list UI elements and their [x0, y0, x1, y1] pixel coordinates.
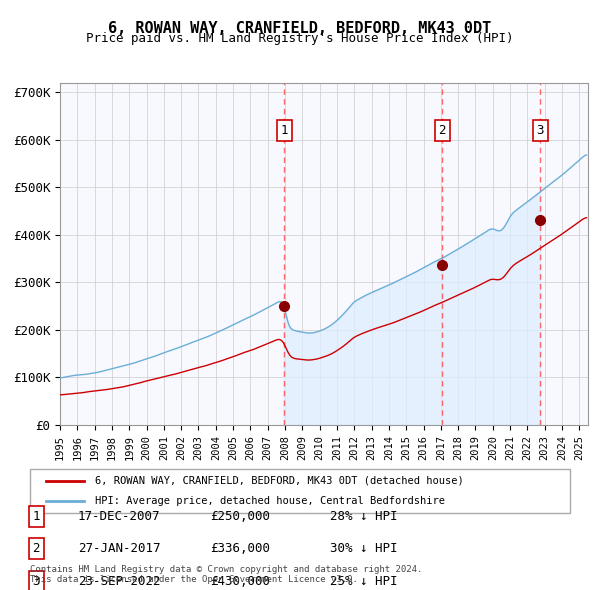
Text: 3: 3 [32, 575, 40, 588]
Text: £336,000: £336,000 [210, 542, 270, 555]
Text: Contains HM Land Registry data © Crown copyright and database right 2024.
This d: Contains HM Land Registry data © Crown c… [30, 565, 422, 584]
Text: 23-SEP-2022: 23-SEP-2022 [78, 575, 161, 588]
Text: 2: 2 [439, 124, 446, 137]
Text: 1: 1 [281, 124, 288, 137]
Text: 30% ↓ HPI: 30% ↓ HPI [330, 542, 398, 555]
Text: 17-DEC-2007: 17-DEC-2007 [78, 510, 161, 523]
Text: 27-JAN-2017: 27-JAN-2017 [78, 542, 161, 555]
Text: £250,000: £250,000 [210, 510, 270, 523]
Text: Price paid vs. HM Land Registry's House Price Index (HPI): Price paid vs. HM Land Registry's House … [86, 32, 514, 45]
Text: 28% ↓ HPI: 28% ↓ HPI [330, 510, 398, 523]
Text: 3: 3 [536, 124, 544, 137]
Text: 6, ROWAN WAY, CRANFIELD, BEDFORD, MK43 0DT (detached house): 6, ROWAN WAY, CRANFIELD, BEDFORD, MK43 0… [95, 476, 464, 486]
Text: HPI: Average price, detached house, Central Bedfordshire: HPI: Average price, detached house, Cent… [95, 496, 445, 506]
Text: 1: 1 [32, 510, 40, 523]
Text: 25% ↓ HPI: 25% ↓ HPI [330, 575, 398, 588]
Text: 6, ROWAN WAY, CRANFIELD, BEDFORD, MK43 0DT: 6, ROWAN WAY, CRANFIELD, BEDFORD, MK43 0… [109, 21, 491, 35]
Text: 2: 2 [32, 542, 40, 555]
Text: £430,000: £430,000 [210, 575, 270, 588]
